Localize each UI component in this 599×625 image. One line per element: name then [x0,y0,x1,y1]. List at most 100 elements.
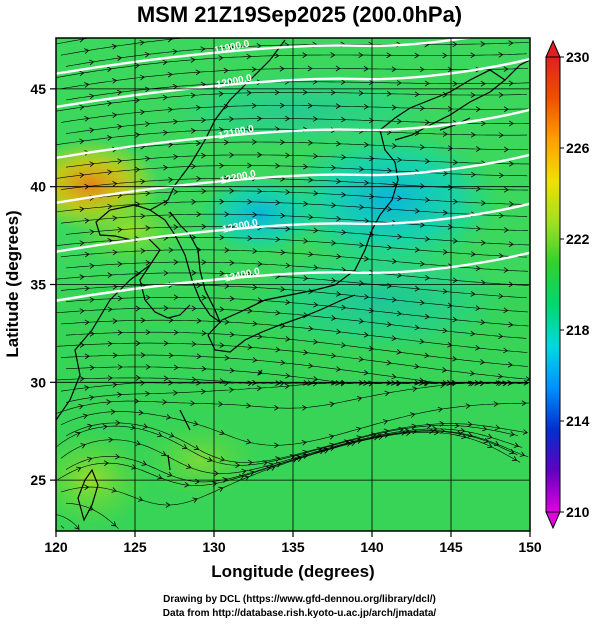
wind-arrow [419,144,425,150]
wind-arrow [331,277,337,284]
wind-arrow [285,262,291,269]
wind-arrow [410,412,416,418]
wind-arrow [107,135,113,141]
wind-arrow [196,379,202,386]
wind-arrow [498,172,504,179]
x-tick-label: 130 [202,539,226,555]
wind-arrow [358,52,364,58]
wind-arrow [285,152,291,159]
wind-arrow [424,352,430,359]
colorbar-tick-label: 222 [566,231,590,247]
wind-arrow [257,333,263,340]
wind-arrow [419,338,425,345]
wind-arrow [330,89,336,96]
wind-arrow [312,376,319,382]
wind-arrow [168,379,174,386]
wind-arrow [196,175,202,182]
wind-arrow [386,52,392,59]
wind-arrow [469,370,475,377]
wind-arrow [467,432,473,438]
wind-arrow [84,484,90,491]
wind-arrow [139,39,145,46]
wind-arrow [108,436,114,443]
wind-arrow [359,204,365,210]
wind-arrow [114,453,121,460]
wind-arrow [358,166,365,172]
wind-arrow [487,433,493,440]
wind-arrow [84,285,90,292]
wind-arrow [424,158,431,164]
wind-arrow [257,152,263,158]
wind-arrow [465,403,471,409]
wind-arrow [195,104,201,111]
wind-arrow [274,52,280,59]
wind-arrow [470,92,476,98]
wind-arrow [111,78,118,84]
wind-arrow [368,380,374,387]
wind-arrow [112,283,118,290]
wind-arrow [167,38,173,43]
wind-arrow [79,240,85,246]
wind-arrow [89,93,95,100]
streamline [56,165,528,179]
wind-arrow [453,159,459,166]
wind-arrow [163,340,169,347]
x-tick-label: 135 [281,539,305,555]
colorbar-tick-label: 226 [566,140,590,156]
wind-arrow [228,387,235,393]
contour-line [56,38,475,75]
wind-arrow [470,291,476,297]
wind-arrow [521,400,527,407]
wind-arrow [503,186,509,193]
wind-arrow [275,456,281,462]
wind-arrow [196,140,202,147]
wind-arrow [162,129,169,136]
wind-arrow [168,141,174,148]
wind-arrow [451,379,457,386]
wind-arrow [193,420,199,427]
wind-arrow [252,211,258,218]
wind-arrow [256,385,262,392]
wind-arrow [424,313,430,320]
x-axis-label: Longitude (degrees) [211,562,374,581]
streamline [65,226,530,246]
wind-arrow [384,390,390,397]
wind-arrow [442,249,448,255]
wind-arrow [223,103,229,110]
wind-arrow [144,51,150,58]
wind-arrow [335,103,341,109]
wind-arrow [387,206,393,212]
wind-arrow [135,375,141,381]
wind-arrow [336,216,342,222]
wind-arrow [341,191,347,198]
wind-arrow [303,200,309,207]
wind-arrow [396,156,403,163]
wind-arrow [78,403,84,410]
wind-arrow [308,288,314,295]
wind-arrow [110,521,117,527]
x-tick-label: 125 [123,539,147,555]
wind-arrow [191,234,197,241]
colorbar-tick-label: 218 [566,322,590,338]
wind-arrow [480,239,486,246]
wind-arrow [224,247,230,253]
y-tick-label: 25 [30,472,46,488]
wind-arrow [246,126,252,133]
wind-arrow [79,206,85,213]
wind-arrow [117,261,123,267]
wind-arrow [368,345,374,352]
wind-arrow [419,105,425,112]
wind-arrow [323,448,329,454]
wind-arrow [246,53,252,60]
streamline [65,297,529,327]
wind-arrow [503,146,509,153]
wind-arrow [112,112,118,119]
wind-arrow [335,65,341,72]
wind-arrow [140,248,146,254]
colorbar-tick-label: 214 [566,413,590,429]
wind-arrow [145,329,151,336]
wind-arrow [508,321,514,328]
wind-arrow [328,434,335,440]
wind-arrow [251,379,257,386]
wind-arrow [419,299,425,306]
